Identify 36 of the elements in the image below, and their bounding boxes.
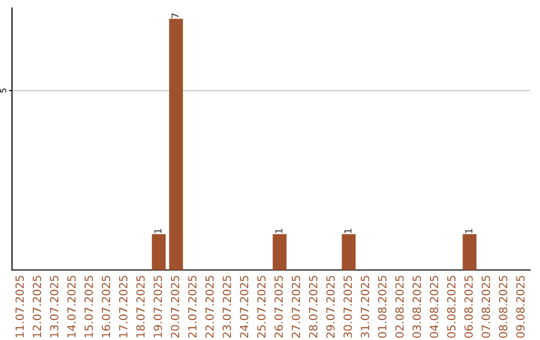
x-tick-label: 31.07.2025 [360, 276, 370, 338]
data-label: 1 [465, 228, 472, 234]
x-tick-label: 28.07.2025 [308, 276, 318, 338]
x-tick-label: 01.08.2025 [378, 276, 386, 338]
y-tick-label: 5 [0, 88, 6, 93]
x-tick-label: 12.07.2025 [32, 276, 42, 338]
x-tick-label: 20.07.2025 [170, 276, 180, 338]
x-tick-label: 15.07.2025 [84, 276, 93, 338]
data-label: 1 [344, 228, 352, 234]
x-tick-label: 27.07.2025 [292, 276, 300, 338]
x-tick-label: 02.08.2025 [395, 276, 404, 338]
x-tick-label: 08.08.2025 [498, 276, 508, 338]
x-tick-label: 29.07.2025 [326, 276, 335, 338]
x-tick-label: 04.08.2025 [430, 276, 438, 338]
x-tick-label: 17.07.2025 [119, 276, 128, 338]
x-tick-label: 25.07.2025 [257, 276, 266, 338]
x-tick-label: 09.08.2025 [516, 276, 525, 338]
x-tick-label: 21.07.2025 [188, 276, 197, 338]
x-tick-label: 24.07.2025 [240, 276, 248, 338]
x-tick-label: 22.07.2025 [205, 276, 214, 338]
x-tick-label: 14.07.2025 [67, 276, 76, 338]
data-label: 1 [154, 228, 162, 234]
data-label: 1 [275, 228, 282, 234]
x-tick-label: 26.07.2025 [274, 276, 283, 338]
x-tick-label: 11.07.2025 [15, 276, 24, 338]
x-tick-label: 30.07.2025 [344, 276, 352, 338]
x-tick-label: 05.08.2025 [447, 276, 456, 338]
x-tick-label: 07.08.2025 [482, 276, 490, 338]
x-tick-label: 19.07.2025 [154, 276, 162, 338]
x-tick-label: 23.07.2025 [222, 276, 232, 338]
x-tick-label: 13.07.2025 [50, 276, 58, 338]
x-tick-label: 03.08.2025 [412, 276, 421, 338]
x-tick-label: 06.08.2025 [464, 276, 473, 338]
x-tick-label: 18.07.2025 [136, 276, 145, 338]
x-tick-label: 16.07.2025 [102, 276, 110, 338]
data-label: 7 [172, 13, 179, 18]
